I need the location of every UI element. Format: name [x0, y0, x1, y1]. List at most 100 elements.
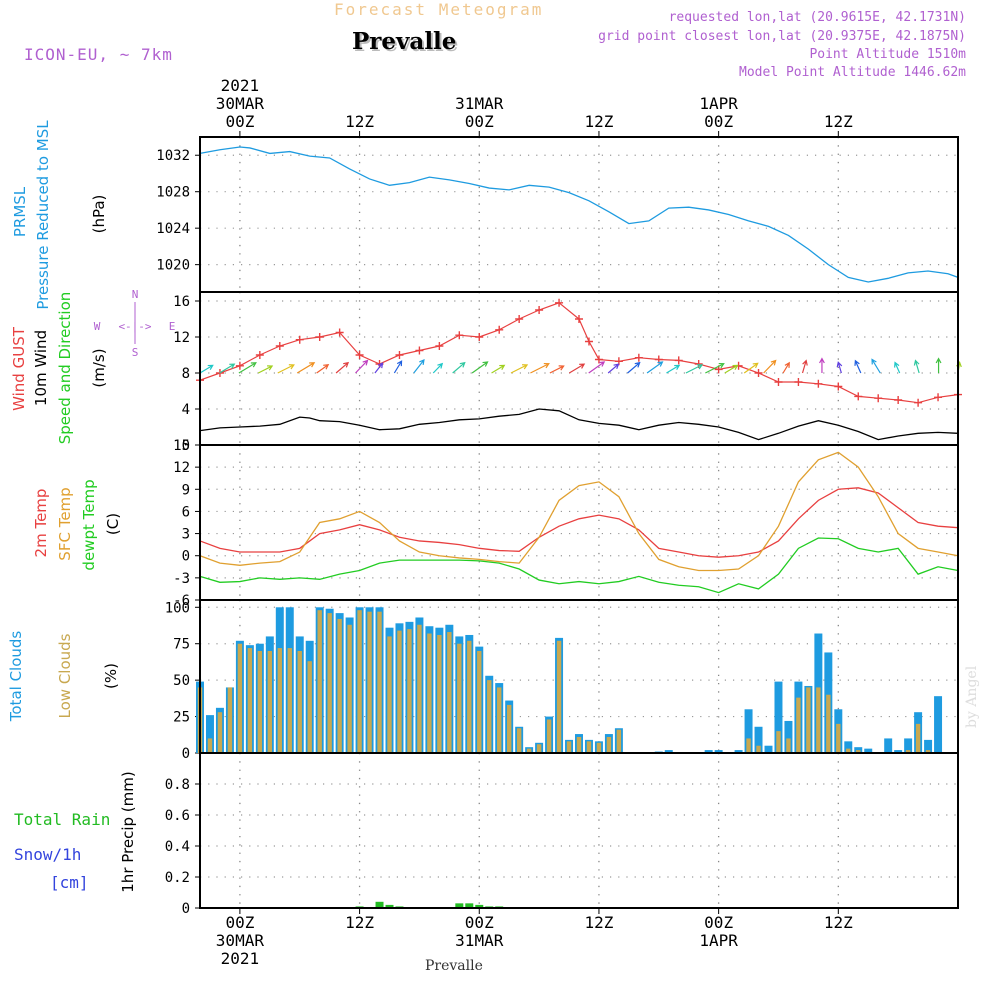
wind-direction-arrow	[335, 361, 350, 374]
low-cloud-bar	[836, 723, 841, 753]
y-tick-label: 12	[173, 460, 190, 476]
low-cloud-bar	[786, 738, 791, 753]
wind-direction-arrow	[277, 364, 295, 374]
gust-marker	[515, 315, 524, 323]
model-altitude: Model Point Altitude 1446.62m	[739, 65, 966, 80]
wind-direction-arrow	[913, 359, 920, 374]
panel-bg	[200, 445, 958, 600]
panel-bg	[200, 753, 958, 908]
top-time-label: 00Z	[704, 112, 733, 131]
low-cloud-bar	[856, 750, 861, 753]
gust-marker	[275, 342, 284, 350]
low-cloud-bar	[467, 640, 472, 753]
low-cloud-bar	[776, 731, 781, 753]
total-cloud-bar	[704, 750, 713, 753]
gust-marker	[335, 328, 344, 337]
precip-axis-label: 1hr Precip (mm)	[119, 771, 137, 892]
total-cloud-bar	[864, 748, 873, 753]
y-tick-label: 1020	[156, 258, 190, 274]
low-cloud-bar	[826, 694, 831, 753]
y-tick-label: -6	[173, 593, 190, 609]
gust-marker	[854, 392, 863, 401]
requested-coords: requested lon,lat (20.9615E, 42.1731N)	[668, 10, 966, 25]
temp-2m-label: 2m Temp	[32, 489, 50, 558]
low-cloud-bar	[925, 750, 931, 753]
total-rain-label: Total Rain	[14, 810, 110, 829]
clouds-unit-label: (%)	[102, 663, 120, 689]
low-cloud-bar	[796, 697, 801, 753]
low-cloud-bar	[616, 729, 622, 753]
low-cloud-bar	[447, 632, 452, 753]
y-tick-label: 0	[182, 549, 190, 565]
wind-direction-arrow	[432, 362, 444, 374]
low-cloud-bar	[526, 748, 532, 753]
wind-direction-arrow	[393, 360, 403, 374]
gust-marker	[435, 342, 444, 350]
wind-direction-arrow	[627, 361, 641, 374]
top-time-label: 30MAR	[216, 94, 265, 113]
y-tick-label: -3	[173, 571, 190, 587]
gust-marker	[235, 361, 244, 370]
compass-north: N	[132, 288, 139, 301]
low-cloud-bar	[267, 651, 273, 753]
total-cloud-bar	[774, 681, 783, 753]
low-cloud-bar	[606, 736, 612, 753]
y-tick-label: 0.2	[165, 870, 190, 886]
low-cloud-bar	[357, 610, 362, 753]
sfc-temp-line	[199, 451, 959, 572]
compass-west: W	[94, 320, 101, 333]
top-time-label: 2021	[221, 76, 260, 95]
bottom-time-label: 00Z	[465, 913, 494, 932]
dewpt-temp-line	[199, 537, 959, 594]
low-cloud-bar	[397, 630, 402, 753]
bottom-time-label: 1APR	[699, 931, 738, 950]
bottom-time-label: 00Z	[704, 913, 733, 932]
wind-direction-arrow	[510, 364, 529, 374]
wind-unit-label: (m/s)	[90, 348, 108, 387]
low-cloud-bar	[816, 687, 821, 753]
wind-direction-arrow	[724, 364, 739, 374]
total-cloud-bar	[894, 750, 903, 753]
wind-direction-arrow	[894, 361, 901, 374]
gust-marker	[874, 394, 883, 403]
gust-marker	[594, 355, 603, 364]
wind-direction-arrow	[666, 364, 681, 374]
gust-marker	[584, 337, 593, 346]
total-cloud-bar	[714, 750, 723, 753]
panel-bg	[200, 600, 958, 753]
low-cloud-bar	[536, 744, 542, 753]
low-cloud-bar	[546, 719, 552, 753]
total-cloud-bar	[734, 750, 743, 753]
temp-unit-label: (C)	[104, 513, 122, 535]
low-cloud-bar	[437, 634, 442, 753]
total-cloud-bar	[884, 738, 893, 753]
rain-bar	[385, 904, 394, 908]
gust-marker	[575, 315, 583, 323]
gust-marker	[634, 353, 643, 362]
low-cloud-bar	[307, 661, 312, 753]
y-tick-label: 6	[182, 504, 190, 520]
total-clouds-label: Total Clouds	[7, 631, 25, 723]
low-cloud-bar	[487, 680, 492, 753]
gust-marker	[794, 378, 803, 386]
bottom-time-label: 31MAR	[455, 931, 504, 950]
gust-marker	[814, 379, 823, 388]
snow-unit-label: [cm]	[50, 873, 89, 892]
low-cloud-bar	[257, 651, 263, 753]
low-cloud-bar	[367, 611, 372, 753]
y-tick-label: 4	[182, 402, 190, 418]
model-label: ICON-EU, ~ 7km	[24, 45, 173, 64]
bottom-time-label: 12Z	[584, 913, 613, 932]
gust-marker	[894, 396, 903, 404]
y-tick-label: 8	[182, 366, 190, 382]
wind-direction-arrow	[836, 361, 843, 374]
wind-gust-label: Wind GUST	[10, 326, 28, 411]
gust-marker	[415, 346, 424, 355]
low-cloud-bar	[347, 624, 352, 753]
low-cloud-bar	[506, 704, 512, 753]
y-tick-label: 0.4	[165, 839, 190, 855]
low-cloud-bar	[407, 629, 412, 753]
bottom-time-label: 12Z	[824, 913, 853, 932]
top-time-label: 00Z	[465, 112, 494, 131]
